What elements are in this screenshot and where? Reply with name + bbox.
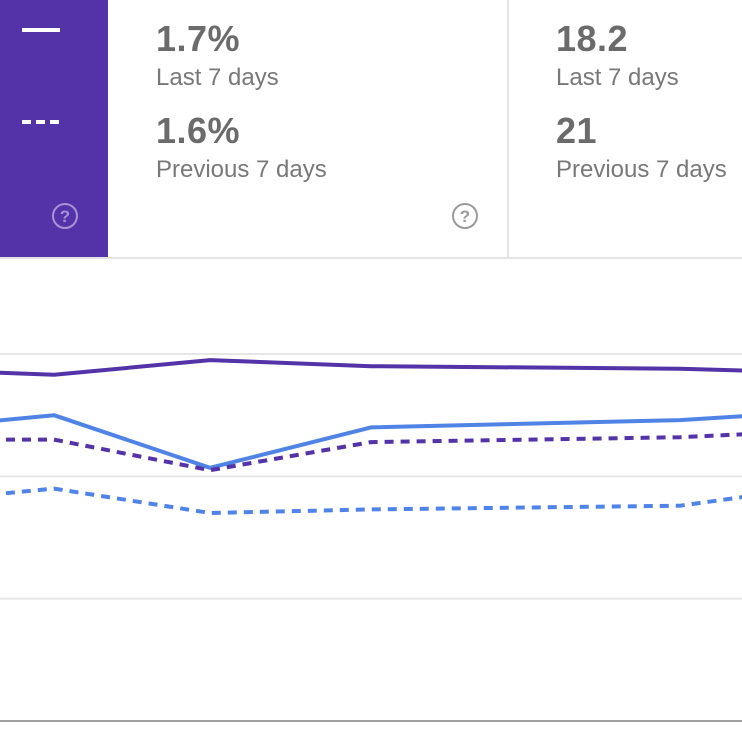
series-line-2 <box>0 413 742 470</box>
current-caption: Last 7 days <box>556 64 679 91</box>
scorecard-row: ? 1.7% Last 7 days 1.6% Previous 7 days … <box>0 0 742 259</box>
previous-caption: Previous 7 days <box>556 156 727 183</box>
series-line-3 <box>0 432 742 473</box>
legend-card: ? <box>0 0 108 257</box>
chart-gridlines <box>0 353 742 722</box>
chart-series <box>0 358 742 515</box>
current-caption: Last 7 days <box>156 64 279 91</box>
metric-card-a[interactable]: 1.7% Last 7 days 1.6% Previous 7 days ? <box>108 0 509 257</box>
legend-solid-line <box>22 28 60 32</box>
series-line-1 <box>0 358 742 377</box>
metric-card-b[interactable]: 18.2 Last 7 days 21 Previous 7 days <box>509 0 742 257</box>
previous-caption: Previous 7 days <box>156 156 327 183</box>
current-value: 1.7% <box>156 18 241 59</box>
help-icon[interactable]: ? <box>52 203 78 229</box>
series-line-4 <box>0 486 742 515</box>
current-value: 18.2 <box>556 18 629 59</box>
legend-dashed-line <box>22 120 60 124</box>
previous-value: 21 <box>556 110 598 151</box>
previous-value: 1.6% <box>156 110 241 151</box>
help-icon[interactable]: ? <box>452 203 478 229</box>
line-chart <box>0 353 742 722</box>
